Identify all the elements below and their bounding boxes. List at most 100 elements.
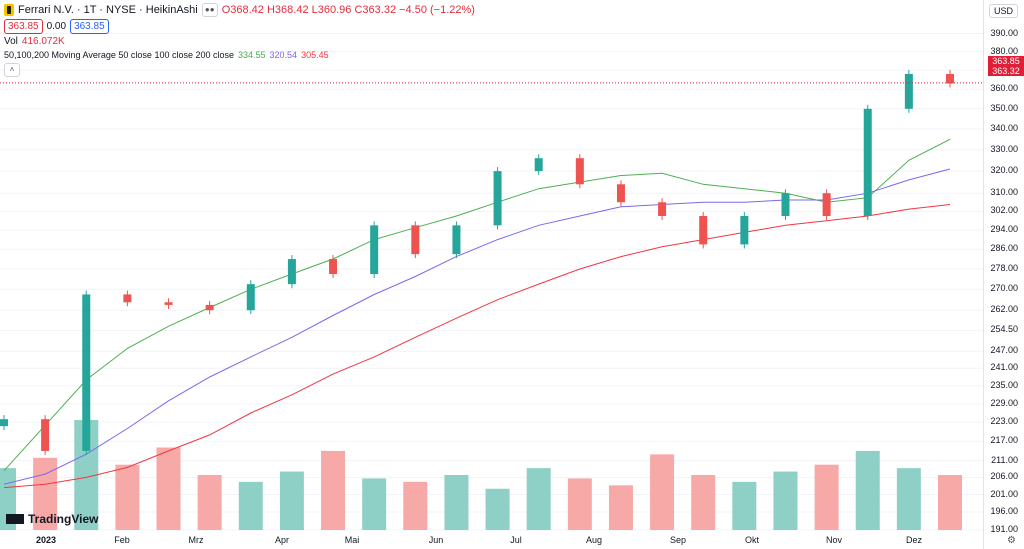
volume-bar-8	[321, 450, 346, 530]
time-tick-label: Apr	[274, 535, 290, 545]
candle-body-0	[0, 419, 8, 427]
time-tick-label: Okt	[744, 535, 760, 545]
tradingview-logo[interactable]: TradingView	[6, 512, 98, 526]
sell-price-button[interactable]: 363.85	[4, 19, 43, 34]
candle-body-15	[616, 184, 625, 203]
candle-body-8	[329, 259, 338, 274]
ohlc-high: H368.42	[266, 4, 309, 16]
ma100-value: 320.54	[269, 50, 298, 60]
volume-bar-16	[650, 454, 675, 530]
tradingview-name: TradingView	[28, 512, 99, 526]
candle-body-6	[246, 284, 255, 311]
volume-value: 416.072K	[21, 36, 65, 47]
settings-gear-icon[interactable]: ⚙	[1007, 535, 1016, 546]
time-tick-label: Dez	[905, 535, 923, 545]
candle-body-10	[411, 225, 420, 255]
volume-label[interactable]: Vol	[4, 36, 18, 47]
volume-bar-12	[485, 488, 510, 530]
volume-bar-9	[362, 478, 387, 530]
candle-body-9	[370, 225, 379, 274]
time-tick-label: 2023	[35, 535, 57, 545]
volume-bar-18	[732, 481, 757, 530]
price-tick-label: 302.00	[990, 205, 1018, 216]
ohlc-open: O368.42	[221, 4, 264, 16]
time-tick-label: Mrz	[188, 535, 204, 545]
price-axis[interactable]: USD 390.00380.00370.00360.00350.00340.00…	[983, 0, 1024, 549]
time-tick-label: Jul	[510, 535, 522, 545]
candle-body-23	[946, 73, 954, 84]
volume-bar-11	[444, 475, 469, 530]
trade-row: 363.85 0.00 363.85	[4, 19, 109, 34]
volume-bar-5	[197, 475, 222, 530]
candle-body-12	[493, 171, 502, 226]
candle-body-22	[904, 73, 913, 109]
price-tick-label: 191.00	[990, 524, 1018, 534]
price-tick-label: 310.00	[990, 187, 1018, 198]
price-tick-label: 390.00	[990, 27, 1018, 38]
symbol-title[interactable]: Ferrari N.V. · 1T · NYSE · HeikinAshi	[18, 4, 198, 16]
candle-body-3	[123, 294, 132, 303]
ma-label[interactable]: 50,100,200 Moving Average 50 close 100 c…	[4, 50, 234, 60]
buy-price-button[interactable]: 363.85	[70, 19, 109, 34]
symbol-menu-button[interactable]: ●●	[201, 3, 218, 17]
price-tick-label: 330.00	[990, 143, 1018, 154]
volume-legend: Vol 416.072K	[4, 36, 65, 47]
currency-selector[interactable]: USD	[988, 4, 1018, 18]
candle-body-14	[575, 158, 584, 185]
candle-body-16	[658, 202, 667, 217]
candle-body-18	[740, 216, 749, 245]
volume-bar-10	[403, 481, 428, 530]
price-tick-label: 196.00	[990, 506, 1018, 517]
price-tick-label: 223.00	[990, 416, 1018, 427]
last-close-tag: 363.32	[988, 66, 1024, 76]
candle-body-13	[534, 158, 543, 172]
candle-body-5	[205, 304, 214, 311]
collapse-row: ˄	[4, 63, 20, 77]
candle-body-20	[822, 193, 831, 217]
volume-bar-15	[608, 485, 633, 530]
ohlc-close: C363.32	[354, 4, 397, 16]
price-tick-label: 270.00	[990, 283, 1018, 294]
candle-body-21	[863, 108, 872, 217]
volume-bar-4	[156, 447, 181, 530]
price-tick-label: 247.00	[990, 345, 1018, 356]
ma-line-ma100	[3, 168, 951, 485]
volume-bar-14	[567, 478, 592, 530]
price-tick-label: 206.00	[990, 471, 1018, 482]
ma200-value: 305.45	[301, 50, 329, 60]
time-tick-label: Sep	[669, 535, 687, 545]
ferrari-logo-icon	[4, 4, 14, 16]
volume-bar-19	[773, 471, 798, 530]
price-tick-label: 294.00	[990, 224, 1018, 235]
volume-bar-21	[855, 450, 880, 530]
price-tick-label: 241.00	[990, 362, 1018, 373]
volume-bar-6	[238, 481, 263, 530]
price-tick-label: 380.00	[990, 45, 1018, 56]
price-tick-label: 360.00	[990, 83, 1018, 94]
ohlc-low: L360.96	[311, 4, 352, 16]
ohlc-change: −4.50 (−1.22%)	[399, 4, 475, 16]
time-tick-label: Mai	[344, 535, 360, 545]
tradingview-mark-icon	[6, 514, 24, 524]
volume-bar-17	[691, 475, 716, 530]
price-tick-label: 217.00	[990, 435, 1018, 446]
price-tick-label: 340.00	[990, 122, 1018, 133]
price-tick-label: 286.00	[990, 243, 1018, 254]
last-price-tag: 363.85	[988, 56, 1024, 66]
candle-body-19	[781, 193, 790, 217]
price-tick-label: 262.00	[990, 304, 1018, 315]
price-tick-label: 278.00	[990, 262, 1018, 273]
volume-bar-3	[115, 464, 140, 530]
chevron-up-icon[interactable]: ˄	[4, 63, 20, 77]
volume-bar-23	[938, 475, 962, 530]
price-tick-label: 254.50	[990, 324, 1018, 335]
price-tick-label: 350.00	[990, 102, 1018, 113]
volume-bar-20	[814, 464, 839, 530]
price-tick-label: 211.00	[991, 454, 1018, 465]
candle-body-17	[699, 216, 708, 245]
ma50-value: 334.55	[238, 50, 266, 60]
price-tick-label: 201.00	[990, 488, 1018, 499]
ma-line-ma200	[3, 204, 951, 489]
